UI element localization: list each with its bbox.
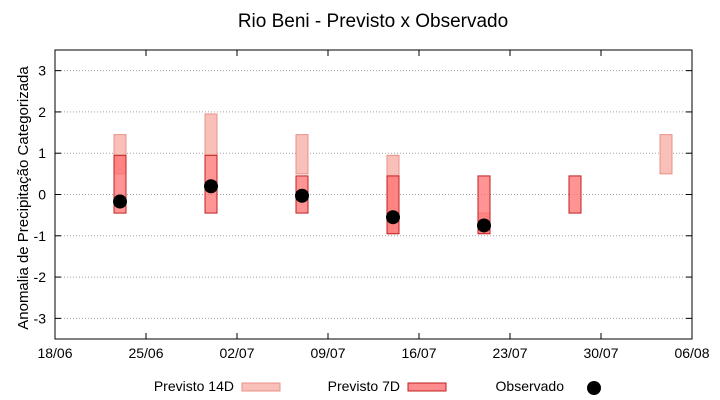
bar-previsto-14d — [204, 113, 218, 156]
y-tick-label: 2 — [38, 104, 46, 120]
bar-previsto-14d — [659, 134, 673, 175]
point-observado — [204, 179, 218, 194]
bar-previsto-14d — [295, 134, 309, 175]
legend-swatch — [407, 382, 447, 392]
y-tick-label: 0 — [38, 187, 46, 203]
legend-label: Observado — [496, 378, 565, 394]
x-tick-label: 25/06 — [128, 345, 163, 361]
x-tick-label: 06/08 — [674, 345, 709, 361]
point-observado — [386, 210, 400, 225]
y-tick-label: -1 — [34, 228, 47, 244]
legend-swatch — [241, 382, 281, 392]
chart-title: Rio Beni - Previsto x Observado — [238, 11, 508, 32]
bar-previsto-7d — [386, 175, 400, 235]
point-observado — [477, 218, 491, 233]
legend-label: Previsto 14D — [154, 378, 234, 394]
bar-previsto-7d — [568, 175, 582, 214]
legend: Previsto 14D Previsto 7D Observado — [154, 378, 601, 395]
x-tick-label: 23/07 — [492, 345, 527, 361]
x-tick-label: 30/07 — [583, 345, 618, 361]
series-observado — [113, 179, 491, 233]
point-observado — [113, 194, 127, 209]
x-tick-label: 16/07 — [401, 345, 436, 361]
y-axis-label: Anomalia de Precipitação Categorizada — [15, 66, 32, 330]
legend-swatch — [587, 381, 601, 395]
y-tick-label: -3 — [34, 310, 47, 326]
y-tick-label: 1 — [38, 145, 46, 161]
y-tick-label: 3 — [38, 63, 46, 79]
x-axis: 18/06 25/06 02/07 09/07 16/07 23/07 30/07 06/08 — [37, 50, 710, 361]
x-tick-label: 18/06 — [37, 345, 72, 361]
y-tick-label: -2 — [34, 269, 47, 285]
x-tick-label: 02/07 — [219, 345, 254, 361]
grid — [55, 70, 692, 319]
point-observado — [295, 188, 309, 203]
y-axis: -3 -2 -1 0 1 2 3 — [34, 63, 692, 326]
legend-label: Previsto 7D — [328, 378, 400, 394]
x-tick-label: 09/07 — [310, 345, 345, 361]
